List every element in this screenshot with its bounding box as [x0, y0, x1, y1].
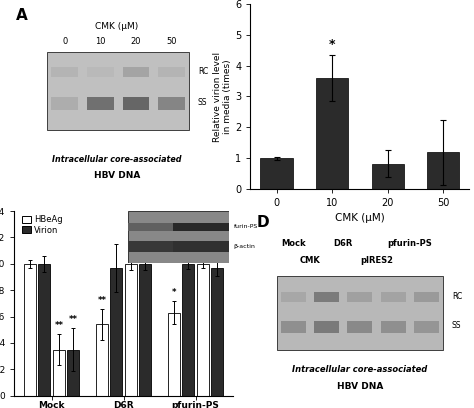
Bar [347, 292, 373, 302]
Bar [24, 264, 36, 396]
Bar [168, 313, 180, 396]
Bar [314, 321, 339, 333]
Bar [52, 67, 78, 77]
Text: D: D [257, 215, 270, 230]
Bar [87, 97, 114, 110]
Bar [110, 268, 122, 396]
Text: pfurin-PS: pfurin-PS [387, 239, 432, 248]
Text: *: * [329, 38, 335, 51]
Text: **: ** [55, 321, 64, 330]
Bar [281, 292, 306, 302]
Text: RC: RC [198, 67, 208, 76]
Bar [314, 292, 339, 302]
Bar [38, 264, 50, 396]
Bar [139, 264, 151, 396]
Text: D6R: D6R [334, 239, 353, 248]
Bar [372, 164, 404, 189]
Text: Intracellular core-associated: Intracellular core-associated [52, 155, 182, 164]
FancyBboxPatch shape [47, 52, 189, 130]
Text: pIRES2: pIRES2 [360, 255, 393, 264]
Text: Intracellular core-associated: Intracellular core-associated [292, 366, 428, 375]
Bar [123, 97, 149, 110]
Text: CMK: CMK [300, 255, 320, 264]
Bar [260, 158, 292, 189]
Text: Mock: Mock [281, 239, 306, 248]
Bar [158, 97, 185, 110]
Bar [53, 350, 65, 396]
Bar [96, 324, 108, 396]
Bar [316, 78, 348, 189]
Bar [281, 321, 306, 333]
Legend: HBeAg, Virion: HBeAg, Virion [20, 213, 64, 236]
Text: A: A [17, 8, 28, 23]
Bar [87, 67, 114, 77]
Y-axis label: Relative virion level
in media (times): Relative virion level in media (times) [213, 51, 232, 142]
Text: SS: SS [452, 322, 461, 330]
Text: SS: SS [198, 98, 208, 107]
Bar [414, 292, 439, 302]
Bar [211, 268, 223, 396]
Text: 20: 20 [131, 37, 141, 46]
Text: 10: 10 [95, 37, 106, 46]
Bar [347, 321, 373, 333]
Bar [414, 321, 439, 333]
Text: CMK (μM): CMK (μM) [95, 22, 139, 31]
Text: **: ** [98, 296, 107, 305]
Bar [381, 321, 406, 333]
Bar [158, 67, 185, 77]
Bar [381, 292, 406, 302]
Bar [123, 67, 149, 77]
Bar [52, 97, 78, 110]
Text: RC: RC [452, 292, 462, 301]
Text: 0: 0 [62, 37, 67, 46]
Text: 50: 50 [166, 37, 177, 46]
Bar [277, 276, 443, 350]
Bar [125, 264, 137, 396]
Bar [182, 264, 194, 396]
Bar [197, 264, 210, 396]
X-axis label: CMK (μM): CMK (μM) [335, 213, 385, 224]
Text: HBV DNA: HBV DNA [337, 382, 383, 391]
Bar [67, 350, 79, 396]
Text: **: ** [69, 315, 78, 324]
Text: HBV DNA: HBV DNA [94, 171, 140, 180]
Bar [427, 153, 459, 189]
Text: *: * [172, 288, 176, 297]
